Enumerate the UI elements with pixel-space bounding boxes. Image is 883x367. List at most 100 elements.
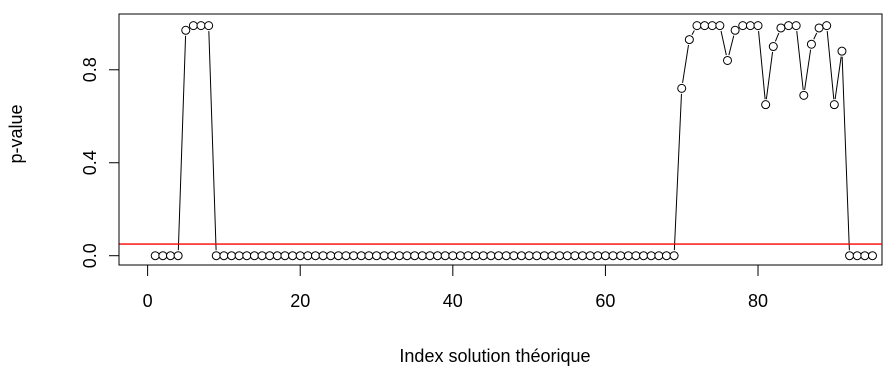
- data-point: [845, 251, 855, 261]
- data-point: [234, 251, 244, 261]
- series-segment: [765, 51, 774, 100]
- data-point: [661, 251, 671, 261]
- data-point: [188, 21, 198, 31]
- data-point: [822, 21, 832, 31]
- series-segment: [720, 30, 727, 56]
- data-point: [776, 23, 786, 33]
- data-point: [341, 251, 351, 261]
- series-segment: [691, 30, 695, 35]
- data-point: [509, 251, 519, 261]
- data-point: [593, 251, 603, 261]
- data-point: [654, 251, 664, 261]
- data-point: [768, 42, 778, 52]
- data-point: [852, 251, 862, 261]
- data-point: [280, 251, 290, 261]
- series-segment: [208, 31, 217, 251]
- data-point: [303, 251, 313, 261]
- series-segment: [841, 56, 850, 251]
- data-point: [440, 251, 450, 261]
- data-point: [700, 21, 710, 31]
- series-segment: [826, 31, 835, 100]
- data-point: [333, 251, 343, 261]
- x-tick-label: 20: [290, 291, 310, 311]
- data-point: [799, 90, 809, 100]
- data-point: [173, 251, 183, 261]
- series-segment: [813, 32, 818, 40]
- data-point: [829, 100, 839, 110]
- data-point: [272, 251, 282, 261]
- data-point: [417, 251, 427, 261]
- data-point: [715, 21, 725, 31]
- data-point: [860, 251, 870, 261]
- data-point: [227, 251, 237, 261]
- data-point: [166, 251, 176, 261]
- data-point: [158, 251, 168, 261]
- data-point: [402, 251, 412, 261]
- data-point: [608, 251, 618, 261]
- data-point: [814, 23, 824, 33]
- data-point: [616, 251, 626, 261]
- data-point: [730, 25, 740, 35]
- data-point: [547, 251, 557, 261]
- series-segment: [177, 35, 187, 251]
- data-point: [570, 251, 580, 261]
- data-point: [387, 251, 397, 261]
- data-point: [837, 46, 847, 56]
- data-point: [181, 25, 191, 35]
- data-point: [501, 251, 511, 261]
- data-point: [265, 251, 275, 261]
- x-tick-label: 40: [443, 291, 463, 311]
- plot-area: [118, 13, 883, 266]
- data-point: [532, 251, 542, 261]
- data-point: [478, 251, 488, 261]
- data-point: [516, 251, 526, 261]
- data-point: [791, 21, 801, 31]
- y-tick-label: 0.8: [80, 57, 100, 82]
- x-tick-label: 60: [595, 291, 615, 311]
- y-axis-title: p-value: [6, 104, 26, 163]
- data-point: [555, 251, 565, 261]
- data-point: [585, 251, 595, 261]
- series-segment: [758, 31, 766, 100]
- series-segment: [796, 31, 804, 90]
- data-point: [562, 251, 572, 261]
- data-point: [425, 251, 435, 261]
- series-segment: [834, 56, 842, 100]
- x-tick-label: 80: [748, 291, 768, 311]
- data-point: [867, 251, 877, 261]
- data-point: [539, 251, 549, 261]
- data-point: [394, 251, 404, 261]
- data-point: [631, 251, 641, 261]
- plot-box: [118, 13, 883, 266]
- data-point: [288, 251, 298, 261]
- data-point: [257, 251, 267, 261]
- x-tick-label: 0: [143, 291, 153, 311]
- x-axis: 0 20 40 60 80: [143, 264, 768, 311]
- series-segment: [774, 32, 780, 42]
- data-point: [639, 251, 649, 261]
- series-lines: [177, 30, 850, 251]
- data-point: [364, 251, 374, 261]
- data-point: [707, 21, 717, 31]
- series-segment: [728, 35, 735, 56]
- data-point: [684, 35, 694, 45]
- data-point: [600, 251, 610, 261]
- series-segment: [682, 44, 689, 84]
- data-point: [753, 21, 763, 31]
- series-segment: [804, 49, 812, 90]
- data-point: [677, 83, 687, 93]
- data-point: [524, 251, 534, 261]
- data-point: [211, 251, 221, 261]
- data-point: [249, 251, 259, 261]
- data-point: [494, 251, 504, 261]
- data-point: [433, 251, 443, 261]
- data-point: [349, 251, 359, 261]
- data-point: [326, 251, 336, 261]
- data-point: [578, 251, 588, 261]
- data-point: [471, 251, 481, 261]
- data-point: [455, 251, 465, 261]
- data-point: [410, 251, 420, 261]
- data-point: [448, 251, 458, 261]
- data-point: [219, 251, 229, 261]
